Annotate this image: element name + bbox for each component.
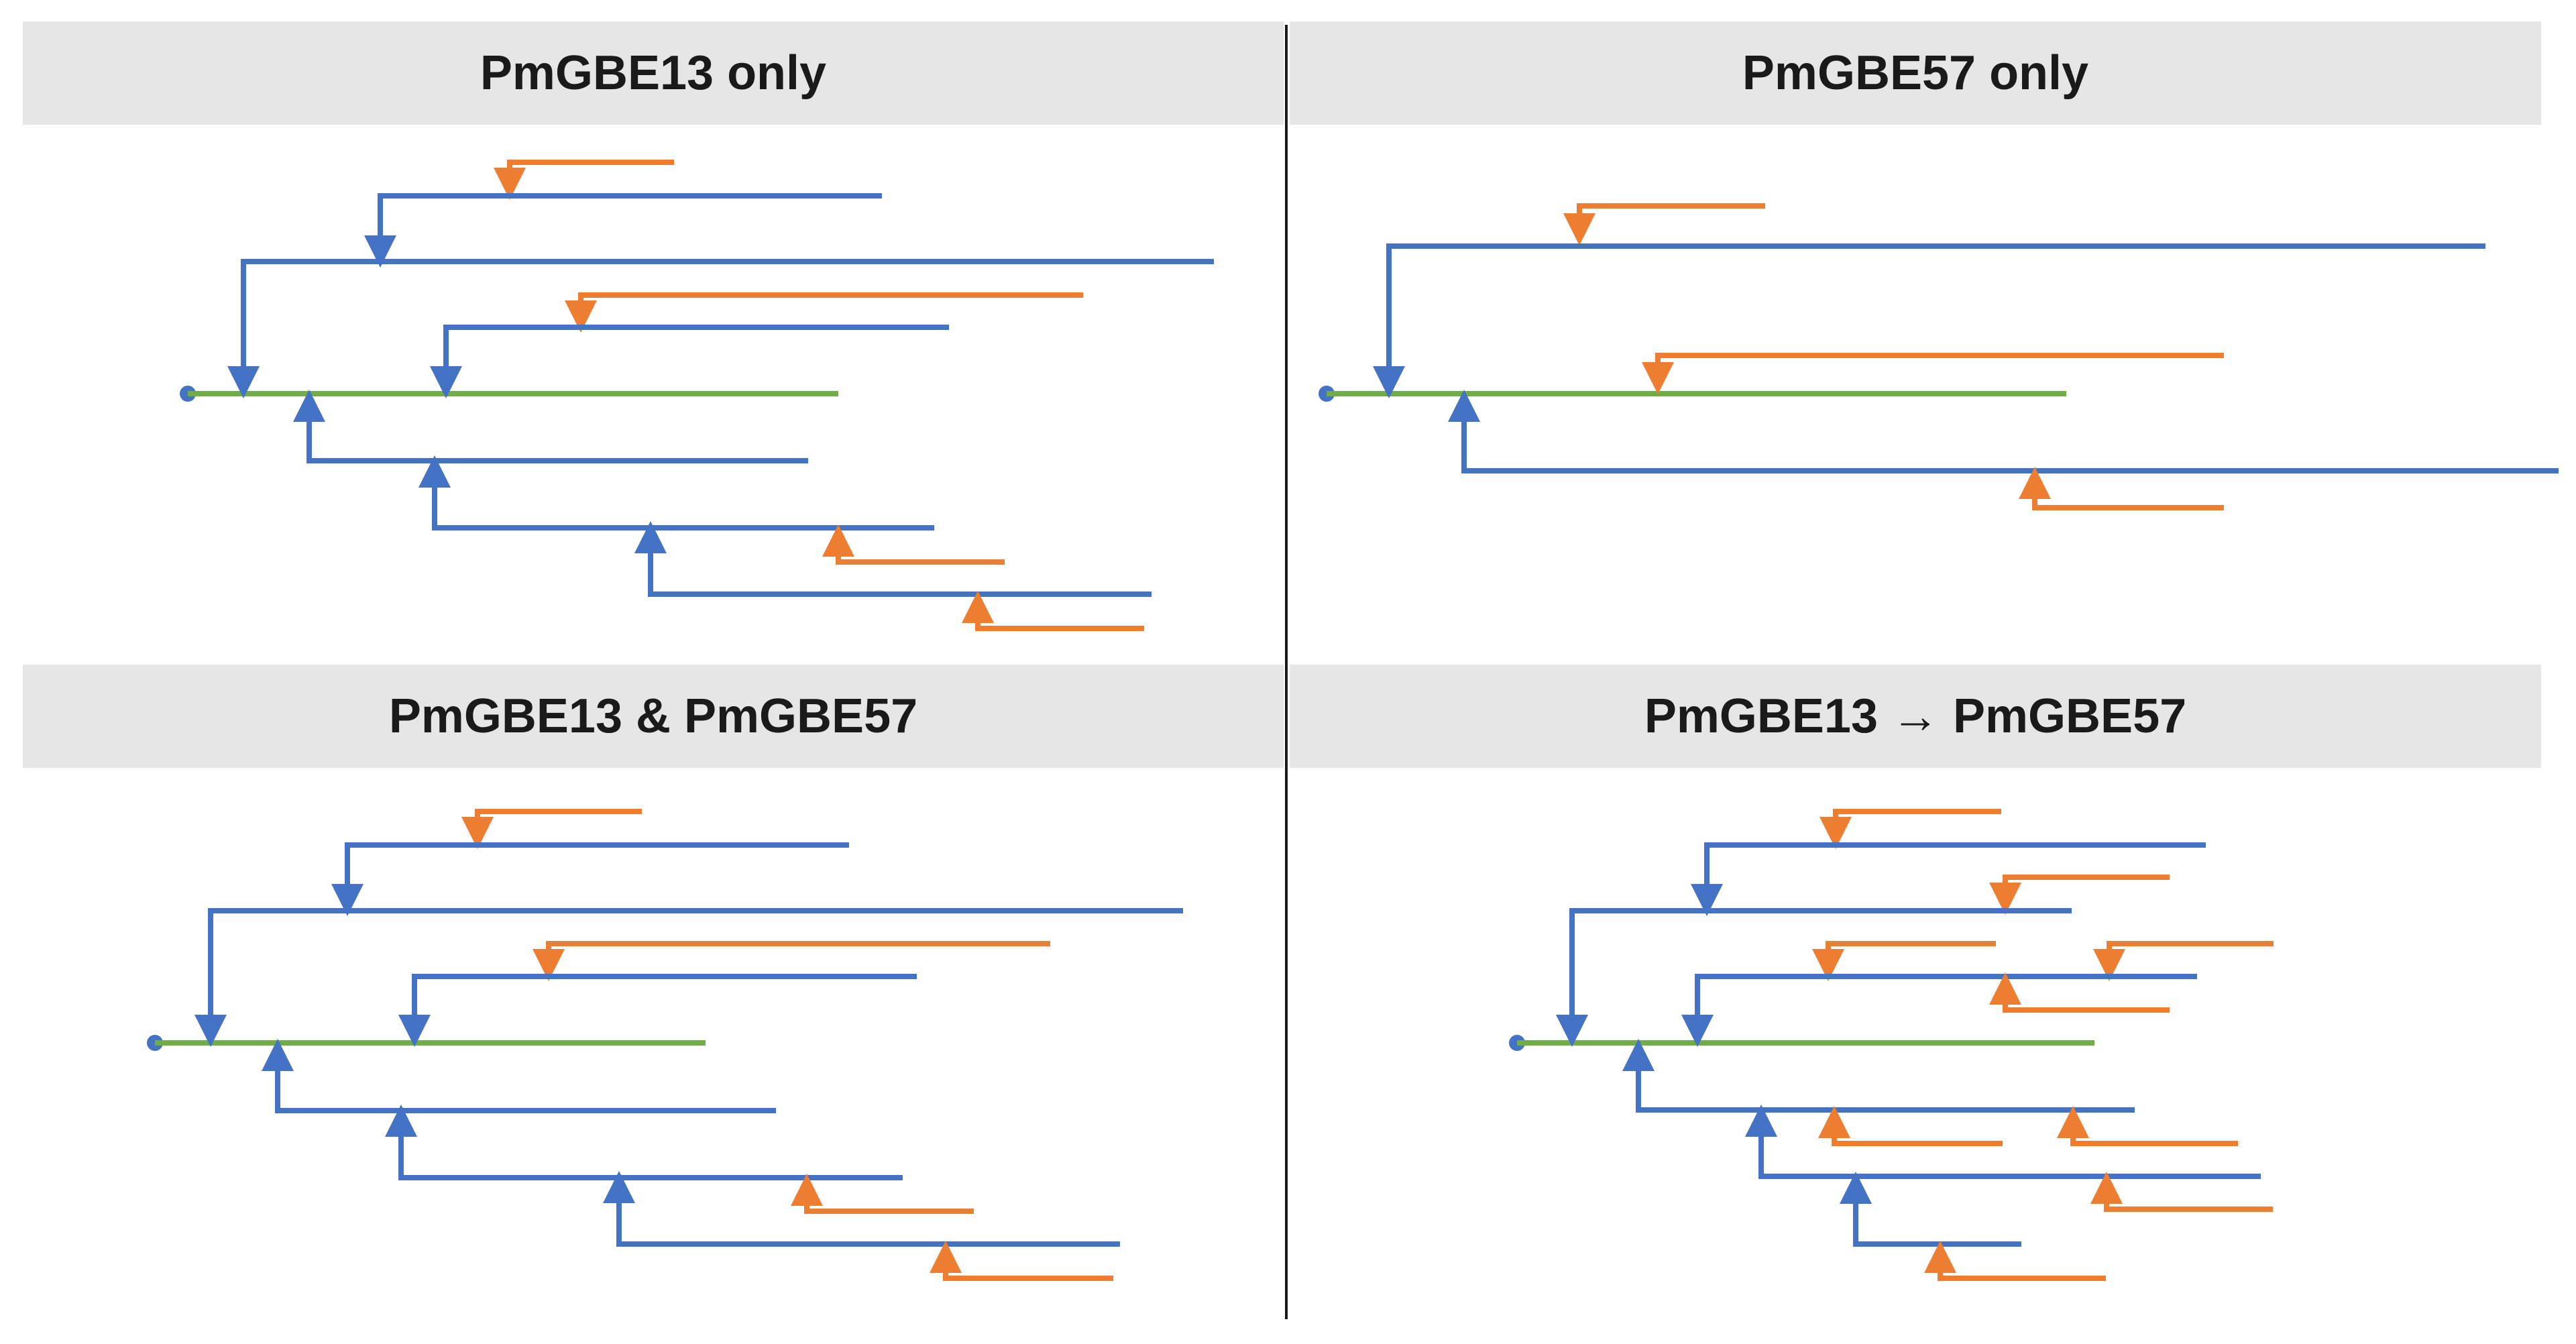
orange-branch	[1924, 1241, 2106, 1281]
blue-branch	[385, 1105, 903, 1180]
orange-branch	[2093, 941, 2274, 981]
orange-branch	[822, 524, 1005, 565]
blue-branch	[418, 455, 934, 530]
panel-title-pmgbe13-then-pmgbe57: PmGBE13 → PmGBE57	[1290, 665, 2541, 768]
blue-branch	[398, 974, 917, 1047]
blue-branch	[1681, 974, 2197, 1047]
blue-branch	[293, 390, 808, 463]
orange-branch	[565, 292, 1083, 333]
blue-branch	[1622, 1039, 2135, 1113]
orange-branch	[2019, 467, 2224, 510]
orange-branch	[1819, 809, 2001, 849]
panel-title-pmgbe13-only: PmGBE13 only	[23, 21, 1284, 125]
orange-branch	[930, 1241, 1113, 1281]
orange-branch	[1818, 1106, 2003, 1146]
orange-branch	[1989, 972, 2170, 1013]
orange-branch	[494, 160, 674, 200]
orange-branch	[2090, 1172, 2273, 1212]
orange-branch	[1989, 875, 2170, 915]
blue-branch	[1691, 842, 2206, 916]
blue-branch	[227, 259, 1214, 398]
panel-pmgbe13-only-diagram	[180, 160, 1214, 631]
blue-branch	[430, 325, 949, 398]
blue-branch	[1448, 390, 2559, 473]
blue-branch	[1373, 243, 2485, 398]
orange-branch	[461, 809, 642, 849]
panel-pmgbe13-then-pmgbe57-diagram	[1509, 809, 2274, 1281]
orange-branch	[791, 1174, 974, 1214]
blue-branch	[331, 842, 849, 916]
panel-title-pmgbe13-and-pmgbe57: PmGBE13 & PmGBE57	[23, 665, 1284, 768]
orange-branch	[1812, 941, 1996, 981]
panel-pmgbe13-and-pmgbe57-diagram	[147, 809, 1183, 1281]
panel-title-pmgbe57-only: PmGBE57 only	[1290, 21, 2541, 125]
orange-branch	[1642, 353, 2224, 394]
orange-branch	[962, 591, 1144, 631]
blue-branch	[1556, 908, 2072, 1047]
blue-branch	[364, 193, 882, 268]
blue-branch	[194, 908, 1183, 1047]
orange-branch	[2057, 1106, 2238, 1146]
panel-pmgbe57-only-diagram	[1319, 203, 2559, 510]
orange-branch	[533, 941, 1050, 981]
blue-branch	[262, 1039, 776, 1113]
orange-branch	[1563, 203, 1765, 245]
panel-divider	[1285, 25, 1288, 1319]
blue-branch	[1840, 1172, 2021, 1247]
